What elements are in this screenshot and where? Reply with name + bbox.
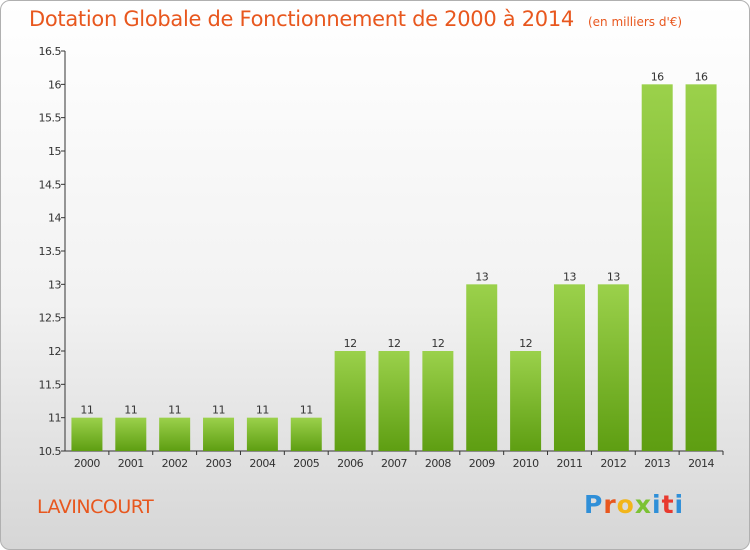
- data-label-2008: 12: [431, 337, 444, 350]
- x-tick-label-2001: 2001: [118, 457, 144, 470]
- chart-title-block: Dotation Globale de Fonctionnement de 20…: [29, 7, 682, 31]
- bar-2010: [510, 351, 542, 451]
- bar-2006: [334, 351, 366, 451]
- y-tick-label: 11: [48, 412, 61, 425]
- x-tick-label-2000: 2000: [74, 457, 100, 470]
- y-tick-label: 15: [48, 145, 61, 158]
- logo-letter: t: [661, 490, 675, 519]
- data-label-2009: 13: [475, 270, 488, 283]
- data-label-2006: 12: [344, 337, 357, 350]
- data-label-2005: 11: [300, 404, 313, 417]
- y-tick-label: 15.5: [39, 112, 62, 125]
- bar-2013: [641, 84, 673, 451]
- chart-unit: (en milliers d'€): [587, 15, 683, 29]
- logo-letter: P: [584, 490, 604, 519]
- bar-2003: [203, 417, 235, 451]
- chart-title: Dotation Globale de Fonctionnement de 20…: [29, 7, 574, 31]
- chart-labels: 11 2000 11 2001 11 2002 11 2003 11 2004 11 2005 12 20…: [74, 70, 715, 470]
- x-tick-label-2009: 2009: [469, 457, 495, 470]
- data-label-2014: 16: [695, 70, 708, 83]
- data-label-2011: 13: [563, 270, 576, 283]
- chart-bars: [71, 84, 717, 451]
- bar-2000: [71, 417, 103, 451]
- bar-2012: [597, 284, 629, 451]
- logo-letter: i: [652, 490, 662, 519]
- x-tick-label-2007: 2007: [381, 457, 407, 470]
- data-label-2007: 12: [388, 337, 401, 350]
- y-tick-label: 14: [48, 212, 61, 225]
- y-tick-label: 13.5: [39, 245, 62, 258]
- x-tick-label-2004: 2004: [249, 457, 275, 470]
- data-label-2012: 13: [607, 270, 620, 283]
- x-tick-label-2006: 2006: [337, 457, 363, 470]
- bar-2005: [290, 417, 322, 451]
- bar-2001: [115, 417, 147, 451]
- x-tick-label-2010: 2010: [513, 457, 539, 470]
- data-label-2002: 11: [168, 404, 181, 417]
- bar-2011: [553, 284, 585, 451]
- x-tick-label-2012: 2012: [600, 457, 626, 470]
- y-tick-label: 16: [48, 78, 61, 91]
- logo-letter: r: [603, 490, 617, 519]
- x-tick-label-2014: 2014: [688, 457, 714, 470]
- y-tick-label: 12: [48, 345, 61, 358]
- x-tick-label-2008: 2008: [425, 457, 451, 470]
- x-tick-label-2002: 2002: [162, 457, 188, 470]
- logo-letter: i: [674, 490, 685, 519]
- y-tick-label: 12.5: [39, 312, 62, 325]
- logo-letter: o: [616, 490, 635, 519]
- y-tick-label: 13: [48, 278, 61, 291]
- bar-2009: [466, 284, 498, 451]
- bar-2002: [159, 417, 191, 451]
- chart-axes: 10.5 11 11.5 12 12.5 13 13.5 14 14.5 15 15.5 16 16.5: [39, 45, 724, 458]
- bar-2004: [246, 417, 278, 451]
- x-tick-label-2003: 2003: [206, 457, 232, 470]
- data-label-2013: 16: [651, 70, 664, 83]
- y-tick-label: 11.5: [39, 378, 62, 391]
- x-tick-label-2011: 2011: [556, 457, 582, 470]
- data-label-2000: 11: [80, 404, 93, 417]
- x-tick-label-2005: 2005: [293, 457, 319, 470]
- data-label-2004: 11: [256, 404, 269, 417]
- y-tick-label: 14.5: [39, 178, 62, 191]
- x-tick-label-2013: 2013: [644, 457, 670, 470]
- y-tick-label: 10.5: [39, 445, 62, 458]
- data-label-2003: 11: [212, 404, 225, 417]
- bar-2007: [378, 351, 410, 451]
- data-label-2010: 12: [519, 337, 532, 350]
- logo-letter: x: [634, 490, 652, 519]
- y-tick-label: 16.5: [39, 45, 62, 58]
- data-label-2001: 11: [124, 404, 137, 417]
- bar-2014: [685, 84, 717, 451]
- proxiti-logo: Proxiti: [584, 490, 684, 519]
- commune-name: LAVINCOURT: [37, 496, 154, 518]
- bar-2008: [422, 351, 454, 451]
